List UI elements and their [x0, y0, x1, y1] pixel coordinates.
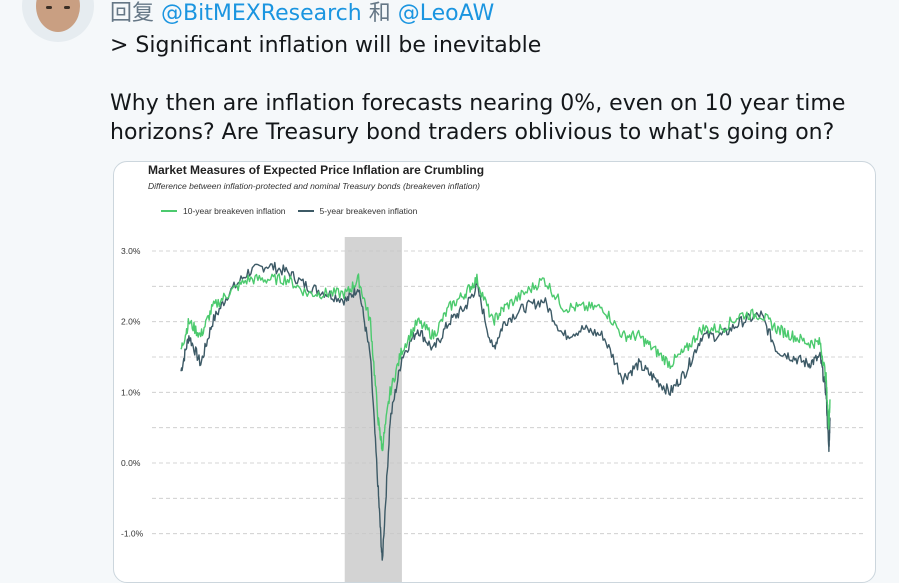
media-card[interactable]: 3.0% 2.0% 1.0% 0.0% -1.0% Market Measures of…: [113, 161, 876, 583]
y-tick-label: 0.0%: [121, 458, 141, 468]
reply-conjunction: 和: [368, 1, 391, 26]
chart-subtitle: Difference between inflation-protected a…: [148, 181, 481, 191]
avatar-eye-left: [46, 6, 52, 9]
legend-swatch-10yr: [161, 210, 177, 212]
tweet-line-question: Why then are inflation forecasts nearing…: [110, 91, 846, 145]
tweet-line-quote: > Significant inflation will be inevitab…: [110, 33, 542, 58]
series-line-5yr: [180, 261, 831, 561]
legend-label-5yr: 5-year breakeven inflation: [319, 206, 418, 216]
chart-title: Market Measures of Expected Price Inflat…: [148, 163, 485, 177]
y-tick-label: -1.0%: [121, 529, 144, 539]
y-tick-label: 1.0%: [121, 387, 141, 397]
avatar[interactable]: [22, 0, 94, 42]
tweet-text: > Significant inflation will be inevitab…: [110, 31, 870, 147]
y-tick-label: 2.0%: [121, 317, 141, 327]
legend-label-10yr: 10-year breakeven inflation: [183, 206, 286, 216]
avatar-eye-right: [64, 6, 70, 9]
legend-swatch-5yr: [297, 210, 314, 212]
reply-prefix: 回复: [110, 1, 155, 26]
legend-item-5yr: 5-year breakeven inflation: [297, 206, 418, 216]
legend-item-10yr: 10-year breakeven inflation: [161, 206, 286, 216]
series-line-10yr: [180, 273, 831, 452]
mention-link-leoaw[interactable]: @LeoAW: [397, 1, 495, 26]
mention-link-bitmexresearch[interactable]: @BitMEXResearch: [161, 1, 362, 26]
y-tick-label: 3.0%: [121, 246, 141, 256]
breakeven-inflation-chart: 3.0% 2.0% 1.0% 0.0% -1.0%: [121, 237, 866, 582]
avatar-face: [36, 0, 80, 32]
reply-context: 回复 @BitMEXResearch 和 @LeoAW: [110, 0, 494, 28]
chart-legend: 10-year breakeven inflation 5-year break…: [161, 206, 429, 216]
